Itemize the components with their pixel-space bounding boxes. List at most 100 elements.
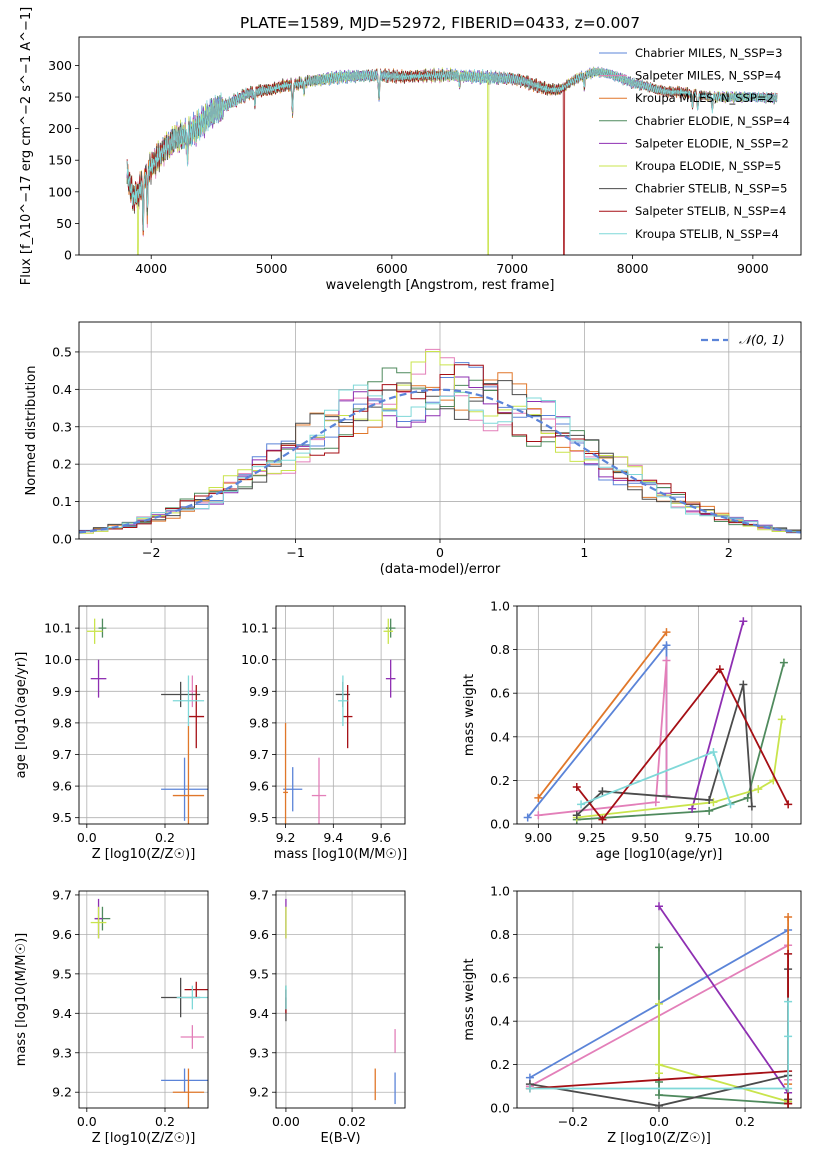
x-tick-label: −2: [142, 545, 160, 560]
weight-point-marker: [784, 1084, 793, 1093]
x-tick-label: 0.0: [77, 830, 97, 845]
x-tick-label: 0.0: [77, 1114, 97, 1129]
weight-point-marker: [784, 1032, 793, 1041]
y-tick-label: 9.2: [52, 1085, 72, 1100]
plot-area-mass-vs-ebv: [276, 891, 405, 1108]
weight-point-marker: [662, 656, 671, 665]
y-tick-label: 9.6: [52, 927, 72, 942]
y-tick-label: 0.3: [52, 419, 72, 434]
y-tick-label: 9.6: [249, 779, 269, 794]
y-tick-label: 250: [48, 90, 72, 105]
weight-point-marker: [523, 813, 532, 822]
weight-point-marker: [525, 1084, 534, 1093]
x-tick-label: 0.2: [155, 1114, 175, 1129]
y-tick-label: 9.8: [249, 715, 269, 730]
x-axis-label: mass [log10(M/M☉)]: [274, 847, 407, 862]
y-tick-label: 0.6: [490, 970, 510, 985]
y-axis-label: mass weight: [462, 674, 477, 756]
weight-point-marker: [705, 796, 714, 805]
y-tick-label: 9.7: [52, 747, 72, 762]
plot-area-age-vs-mass: [276, 606, 405, 824]
legend-label: Kroupa ELODIE, N_SSP=5: [635, 159, 781, 173]
y-tick-label: 200: [48, 121, 72, 136]
x-tick-label: 9.6: [371, 830, 391, 845]
axes-frame: [516, 890, 802, 1109]
y-tick-label: 9.9: [249, 684, 269, 699]
legend-label: Kroupa MILES, N_SSP=2: [635, 91, 774, 105]
x-tick-label: 9.00: [524, 830, 552, 845]
weight-series-line: [576, 662, 785, 821]
weight-point-marker: [784, 913, 793, 922]
x-tick-label: 0.00: [272, 1114, 300, 1129]
y-tick-label: 9.6: [249, 927, 269, 942]
y-tick-label: 10.0: [44, 652, 72, 667]
x-axis-label: (data-model)/error: [380, 562, 501, 577]
plot-area-age-vs-metallicity: [79, 606, 208, 824]
plot-area-residual-histogram: [79, 322, 801, 539]
plot-area-spectrum: [126, 66, 778, 255]
legend-label: Chabrier STELIB, N_SSP=5: [635, 182, 787, 196]
weight-point-marker: [784, 949, 793, 958]
y-tick-label: 0.0: [490, 1101, 510, 1116]
weight-series-line: [691, 621, 745, 809]
y-tick-label: 0.2: [490, 773, 510, 788]
y-tick-label: 0.2: [52, 457, 72, 472]
y-tick-label: 9.7: [249, 747, 269, 762]
y-tick-label: 0.1: [52, 494, 72, 509]
legend-label: Salpeter ELODIE, N_SSP=2: [635, 136, 789, 150]
y-tick-label: 100: [48, 184, 72, 199]
weight-point-marker: [709, 748, 718, 757]
weight-series-line: [526, 642, 668, 819]
weight-point-marker: [709, 798, 718, 807]
weight-point-marker: [655, 1060, 663, 1069]
panel-mass-weight-vs-age: 9.00 9.25 9.50 9.75 10.00 0.0 0.2 0.4 0.6 0.8 1.0 a…: [462, 599, 802, 862]
x-axis-label: Z [log10(Z/Z☉)]: [607, 1131, 711, 1146]
panel-age-vs-mass: 9.2 9.4 9.6 9.5 9.6 9.7 9.8 9.9 10.0 10.1 mass [lo…: [241, 605, 407, 862]
axes-frame: [78, 890, 209, 1109]
x-tick-label: 8000: [617, 261, 649, 276]
figure-title: PLATE=1589, MJD=52972, FIBERID=0433, z=0…: [240, 14, 640, 32]
y-axis-label: Flux [f_λ10^−17 erg cm^−2 s^−1 A^−1]: [19, 7, 34, 285]
weight-point-marker: [662, 641, 671, 650]
x-axis-label: wavelength [Angstrom, rest frame]: [326, 278, 555, 293]
weight-point-marker: [572, 811, 581, 820]
weight-series-line: [538, 660, 668, 817]
plot-area-mass-vs-metallicity: [79, 891, 208, 1108]
weight-point-marker: [577, 800, 586, 809]
legend-label: Salpeter STELIB, N_SSP=4: [635, 204, 786, 218]
panel-residual-histogram: −2 −1 0 1 2 0.0 0.1 0.2 0.3 0.4 0.5 (data-model)/er…: [24, 321, 802, 577]
x-tick-label: 0.2: [155, 830, 175, 845]
x-tick-label: 5000: [256, 261, 288, 276]
panel-age-vs-metallicity: 0.0 0.2 9.5 9.6 9.7 9.8 9.9 10.0 10.1 Z [log10(Z/…: [14, 605, 209, 862]
y-tick-label: 0.4: [52, 382, 72, 397]
weight-point-marker: [598, 787, 607, 796]
legend-label: 𝒩(0, 1): [739, 332, 785, 347]
y-tick-label: 10.1: [241, 621, 269, 636]
y-tick-label: 0.2: [490, 1057, 510, 1072]
y-axis-label: mass weight: [462, 958, 477, 1040]
weight-series-line: [529, 1001, 789, 1090]
axes-frame: [275, 890, 406, 1109]
weight-point-marker: [777, 715, 786, 724]
y-tick-label: 300: [48, 58, 72, 73]
x-tick-label: 0.2: [735, 1114, 755, 1129]
weight-point-marker: [743, 793, 752, 802]
weight-series-line: [658, 1003, 789, 1103]
weight-point-marker: [662, 628, 671, 637]
weight-point-marker: [534, 811, 543, 820]
x-axis-label: Z [log10(Z/Z☉)]: [92, 1131, 196, 1146]
x-axis-label: Z [log10(Z/Z☉)]: [92, 847, 196, 862]
normal-reference-curve: [79, 388, 801, 534]
y-tick-label: 9.9: [52, 684, 72, 699]
x-axis-label: age [log10(age/yr)]: [596, 847, 723, 862]
legend-label: Chabrier ELODIE, N_SSP=4: [635, 114, 790, 128]
weight-point-marker: [705, 806, 714, 815]
weight-point-marker: [655, 943, 663, 952]
axes-frame: [78, 321, 802, 540]
weight-point-marker: [739, 680, 748, 689]
axes-frame: [78, 36, 802, 256]
x-tick-label: 2: [725, 545, 733, 560]
y-tick-label: 0.4: [490, 1014, 510, 1029]
x-tick-label: 9.50: [631, 830, 659, 845]
